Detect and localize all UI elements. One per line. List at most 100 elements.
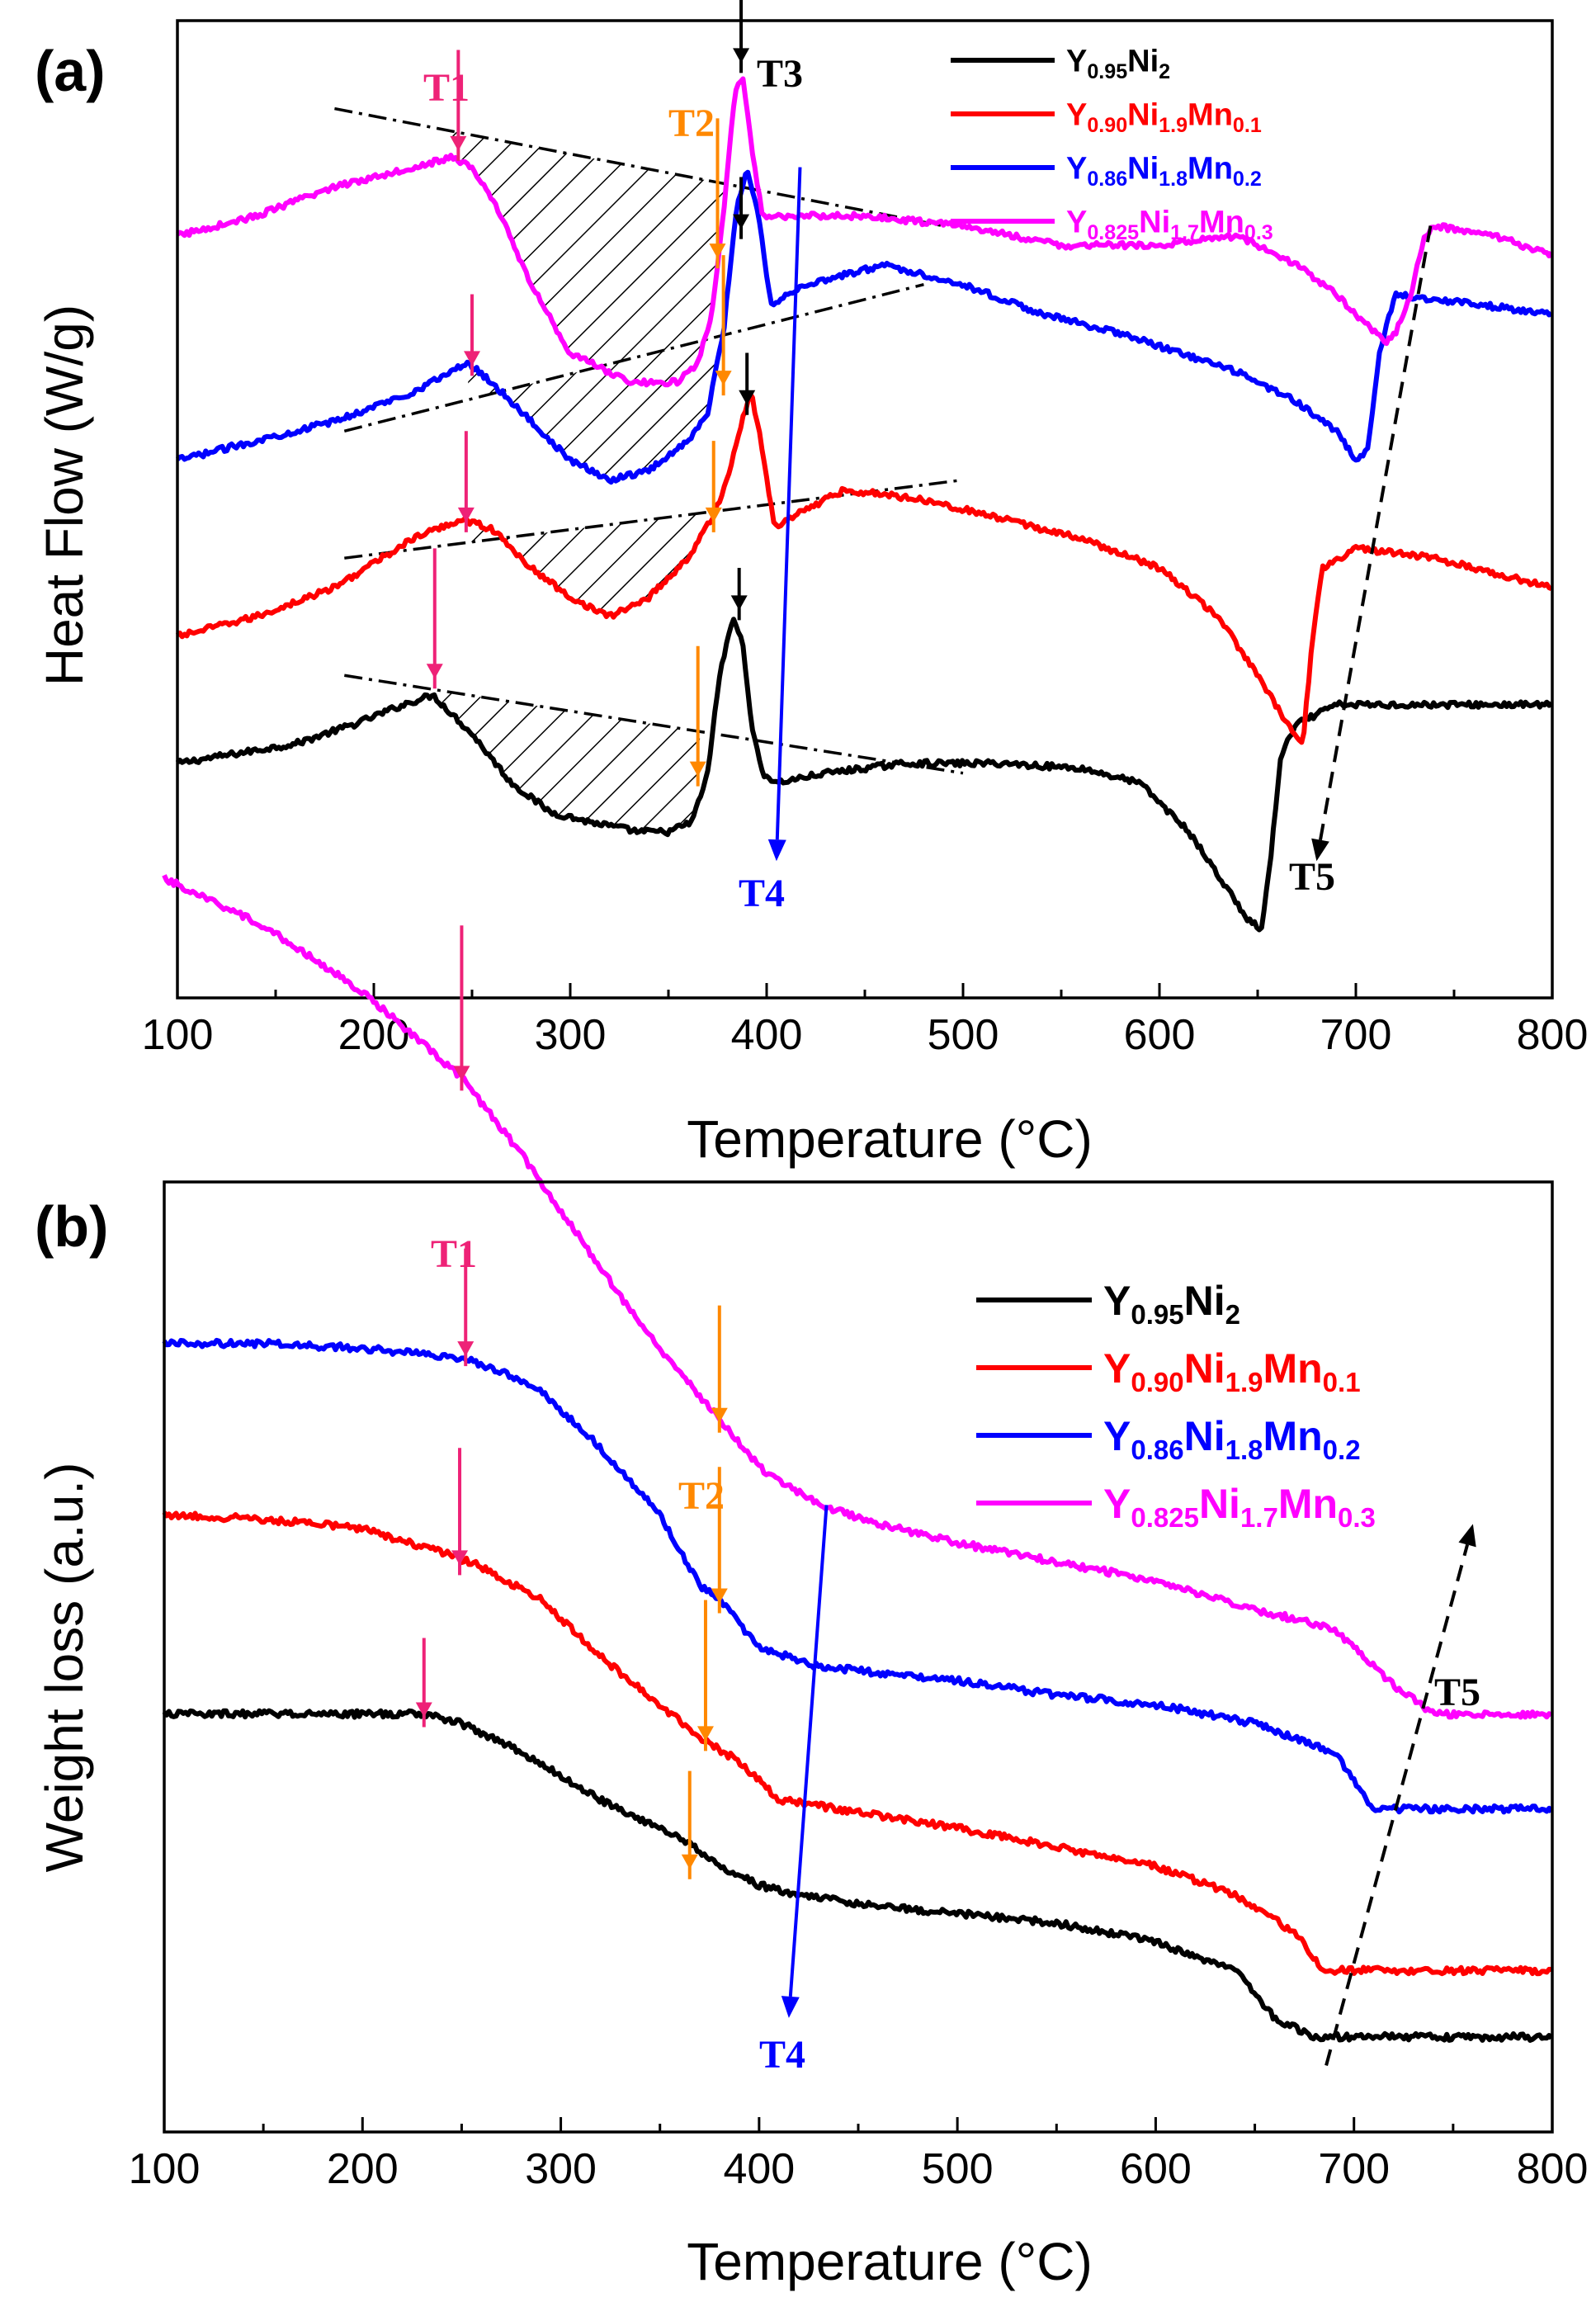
x-tick-label: 400 xyxy=(731,1011,803,1059)
annotation-label-T1: T1 xyxy=(423,66,470,110)
legend-sub3: 0.2 xyxy=(1323,1435,1361,1465)
legend-base2: Ni xyxy=(1127,98,1159,133)
legend-sub1: 0.825 xyxy=(1131,1502,1199,1533)
legend-sub1: 0.90 xyxy=(1131,1367,1183,1397)
legend-sub1: 0.95 xyxy=(1087,60,1127,83)
annotation-arrowhead-T2 xyxy=(705,507,722,522)
x-tick-label: 500 xyxy=(922,2145,994,2193)
annotation-arrowhead-T2 xyxy=(711,1407,728,1423)
annotation-arrowhead-T1 xyxy=(464,351,480,366)
legend-base2: Ni xyxy=(1184,1413,1225,1459)
x-tick-label: 300 xyxy=(535,1011,607,1059)
legend-base1: Y xyxy=(1103,1481,1131,1527)
legend-sub1: 0.86 xyxy=(1087,168,1127,191)
annotation-arrowhead-T2 xyxy=(696,1726,714,1742)
legend-label-3: Y0.825Ni1.7Mn0.3 xyxy=(1066,206,1273,244)
x-tick-label: 800 xyxy=(1517,2145,1589,2193)
series-line-2 xyxy=(175,169,1553,485)
annotation-arrowhead-T1 xyxy=(450,135,467,151)
panel-a-label: (a) xyxy=(35,39,106,103)
x-tick-label: 700 xyxy=(1320,1011,1392,1059)
panel-a-series xyxy=(175,76,1554,933)
annotation-arrow-T4 xyxy=(788,1505,829,1997)
legend-sub3: 0.3 xyxy=(1338,1502,1376,1533)
legend-sub2: 1.8 xyxy=(1225,1435,1263,1465)
series-line-3 xyxy=(162,874,1553,1720)
panel-a-shaded-areas xyxy=(432,131,724,832)
baseline-0 xyxy=(344,674,964,775)
legend-sub1: 0.90 xyxy=(1087,114,1127,137)
x-tick-label: 300 xyxy=(525,2145,597,2193)
annotation-arrowhead-T1 xyxy=(451,1550,469,1566)
series-line-0 xyxy=(162,1708,1554,2043)
legend-base2: Ni xyxy=(1127,45,1159,79)
legend-base1: Y xyxy=(1103,1413,1131,1459)
panel-a-annotations: T1 T2 T3 T4 T5 xyxy=(423,0,1433,915)
series-line-2 xyxy=(162,1337,1554,1815)
baseline-2 xyxy=(343,282,924,433)
hatched-area-1 xyxy=(462,504,718,617)
legend-base2: Ni xyxy=(1139,206,1170,240)
legend-base3: Mn xyxy=(1199,206,1244,240)
legend-sub2: 1.7 xyxy=(1240,1502,1278,1533)
annotation-arrowhead-T2 xyxy=(709,243,726,259)
annotation-arrowhead-T4 xyxy=(767,839,786,862)
panel-b-x-axis-title: Temperature (°C) xyxy=(687,2232,1093,2291)
legend-sub2: 1.9 xyxy=(1225,1367,1263,1397)
legend-base3: Mn xyxy=(1263,1413,1322,1459)
annotation-arrowhead-T3 xyxy=(739,390,756,405)
x-tick-label: 400 xyxy=(723,2145,795,2193)
panel-b-y-axis-title: Weight loss (a.u.) xyxy=(35,1463,94,1873)
x-tick-label: 600 xyxy=(1124,1011,1196,1059)
legend-sub3: 0.1 xyxy=(1323,1367,1361,1397)
annotation-arrowhead-T3 xyxy=(733,214,750,229)
legend-sub2: 2 xyxy=(1159,60,1170,83)
annotation-label-T5: T5 xyxy=(1434,1671,1480,1714)
legend-base1: Y xyxy=(1066,206,1087,240)
legend-base1: Y xyxy=(1103,1278,1131,1324)
annotation-label-T4: T4 xyxy=(759,2033,805,2077)
legend-sub2: 1.9 xyxy=(1159,114,1188,137)
annotation-arrowhead-T1 xyxy=(426,664,443,679)
legend-sub3: 0.3 xyxy=(1244,221,1273,244)
annotation-arrowhead-T5 xyxy=(1311,838,1329,862)
x-tick-label: 800 xyxy=(1517,1011,1589,1059)
panel-a-x-axis-title: Temperature (°C) xyxy=(687,1109,1093,1169)
annotation-arrowhead-T1 xyxy=(453,1066,470,1081)
panel-b-x-ticks: 100 200 300 400 500 600 700 800 xyxy=(129,2117,1589,2193)
legend-label-3: Y0.825Ni1.7Mn0.3 xyxy=(1103,1481,1376,1533)
legend-base3: Mn xyxy=(1188,152,1233,187)
legend-sub3: 0.2 xyxy=(1233,168,1262,191)
annotation-arrowhead-T2 xyxy=(715,371,732,386)
legend-base3: Mn xyxy=(1263,1345,1322,1392)
annotation-label-T4: T4 xyxy=(739,872,785,915)
panel-b-label: (b) xyxy=(35,1194,108,1259)
legend-base2: Ni xyxy=(1184,1345,1225,1392)
annotation-arrowhead-T1 xyxy=(457,507,475,522)
panel-a-baselines xyxy=(334,106,964,775)
annotation-label-T5: T5 xyxy=(1289,855,1335,899)
legend-label-2: Y0.86Ni1.8Mn0.2 xyxy=(1103,1413,1361,1465)
legend-label-0: Y0.95Ni2 xyxy=(1066,45,1170,83)
x-tick-label: 200 xyxy=(338,1011,410,1059)
legend-base1: Y xyxy=(1103,1345,1131,1392)
legend-base1: Y xyxy=(1066,45,1087,79)
panel-b-plot-frame xyxy=(163,1180,1554,2134)
legend-base2: Ni xyxy=(1184,1278,1225,1324)
annotation-arrow-T5 xyxy=(1319,225,1433,841)
legend-base1: Y xyxy=(1066,98,1087,133)
legend-sub2: 1.7 xyxy=(1170,221,1199,244)
legend-label-0: Y0.95Ni2 xyxy=(1103,1278,1240,1330)
annotation-arrowhead-T2 xyxy=(681,1854,698,1869)
legend-label-2: Y0.86Ni1.8Mn0.2 xyxy=(1066,152,1262,191)
hatched-area-3 xyxy=(452,131,724,383)
annotation-arrowhead-T2 xyxy=(689,761,706,777)
series-line-3 xyxy=(176,76,1554,388)
legend-sub1: 0.825 xyxy=(1087,221,1139,244)
legend-base2: Ni xyxy=(1127,152,1159,187)
legend-sub3: 0.1 xyxy=(1233,114,1262,137)
x-tick-label: 200 xyxy=(327,2145,399,2193)
x-tick-label: 600 xyxy=(1120,2145,1192,2193)
